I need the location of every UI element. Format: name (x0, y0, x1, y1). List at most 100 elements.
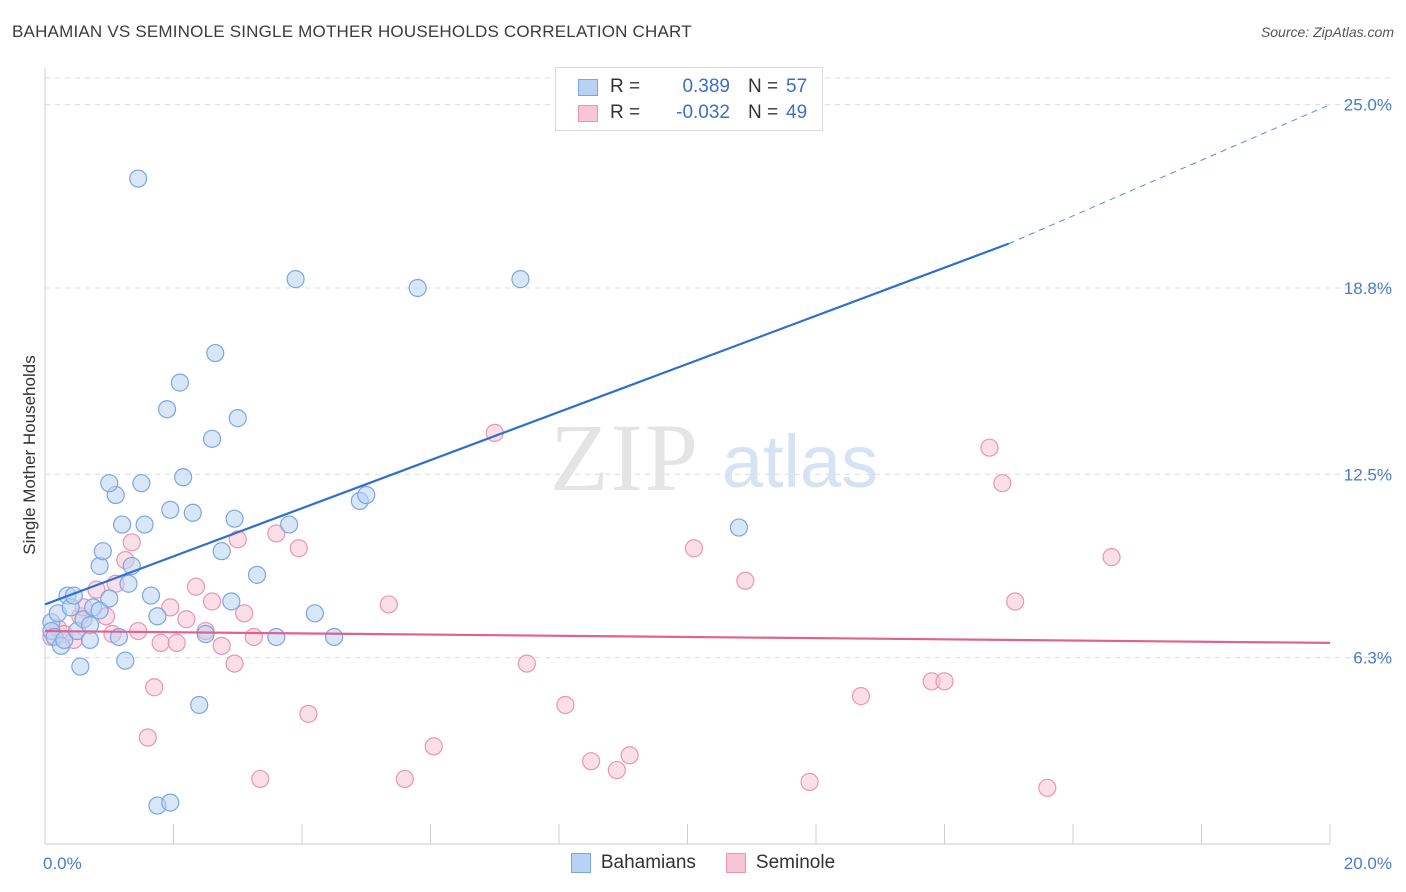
bahamians-point (280, 515, 299, 534)
n-label: N = (748, 76, 779, 97)
bahamians-point (729, 518, 749, 537)
bahamians-point (135, 515, 154, 534)
seminole-point (1038, 778, 1057, 797)
legend-row-seminole: R = -0.032 N = 49 (578, 101, 807, 125)
r-label: R = (610, 76, 641, 97)
seminole-point (424, 737, 443, 756)
bahamians-point (90, 601, 109, 620)
seminole-point (228, 530, 247, 549)
seminole-point (620, 746, 639, 765)
tick-labels: 6.3% 12.5% 18.8% 25.0% 0.0% 20.0% (43, 96, 1392, 873)
bahamians-point (90, 556, 109, 576)
r-value: 0.389 (682, 76, 730, 97)
bahamians-point (225, 509, 244, 528)
bahamians-point (71, 657, 90, 676)
seminole-point (395, 769, 414, 789)
seminole-point (607, 760, 626, 780)
bahamians-trend-line (44, 242, 1010, 606)
seminole-trend-line (44, 629, 1331, 644)
seminole-point (517, 654, 536, 673)
seminole-swatch (578, 104, 598, 122)
seminole-point (851, 687, 871, 706)
x-tick-label: 20.0% (1344, 854, 1392, 873)
n-value: 49 (786, 102, 808, 123)
bahamians-point (148, 607, 167, 626)
seminole-point (177, 610, 196, 629)
seminole-point (202, 592, 222, 611)
legend-item-bahamians[interactable]: Bahamians (570, 852, 696, 874)
bahamians-point (112, 515, 132, 534)
seminole-point (167, 633, 186, 652)
seminole-point (87, 580, 106, 599)
bahamians-point (157, 400, 177, 419)
bahamians-point (305, 604, 324, 623)
seminole-point (122, 533, 141, 552)
seminole-point (251, 769, 270, 789)
watermark-zip: ZIP (550, 404, 700, 511)
seminole-point (379, 595, 398, 614)
bahamians-point (212, 542, 231, 561)
bahamians-point (286, 270, 305, 289)
y-tick-label: 25.0% (1344, 96, 1392, 115)
seminole-point (212, 636, 231, 655)
grid-lines (45, 77, 1392, 659)
y-tick-label: 6.3% (1353, 649, 1392, 668)
bahamians-point (129, 169, 148, 188)
bahamians-point (100, 474, 119, 493)
bahamians-point (222, 592, 241, 611)
seminole-point (186, 577, 206, 596)
seminole-legend-swatch (725, 853, 746, 873)
bahamians-point (161, 793, 180, 812)
bahamians-point (190, 695, 209, 715)
seminole-point (225, 654, 244, 673)
bahamians-point (93, 542, 112, 561)
watermark: ZIP atlas (550, 404, 878, 511)
seminole-point (1102, 548, 1121, 567)
bahamians-point (183, 503, 202, 522)
bahamians-swatch (578, 78, 598, 96)
series-legend: Bahamians Seminole (0, 852, 1406, 874)
bahamians-point (174, 468, 193, 487)
bahamians-point (408, 278, 427, 298)
chart-title: BAHAMIAN VS SEMINOLE SINGLE MOTHER HOUSE… (12, 22, 692, 41)
bahamians-point (511, 270, 530, 289)
bahamians-point (267, 627, 286, 647)
bahamians-point (80, 630, 100, 650)
seminole-point (556, 695, 575, 715)
seminole-point (993, 474, 1012, 493)
legend-label-bahamians: Bahamians (600, 852, 696, 873)
x-tick-label: 0.0% (43, 854, 82, 873)
seminole-point (161, 598, 180, 617)
y-tick-label: 12.5% (1344, 465, 1392, 484)
seminole-point (145, 678, 164, 697)
seminole-point (684, 539, 704, 558)
r-value: -0.032 (676, 102, 730, 123)
watermark-atlas: atlas (722, 420, 878, 503)
r-label: R = (610, 102, 641, 123)
legend-item-seminole[interactable]: Seminole (725, 852, 835, 874)
seminole-point (582, 752, 601, 771)
seminole-point (935, 672, 954, 691)
source-label: Source: ZipAtlas.com (1260, 24, 1394, 40)
seminole-point (800, 772, 819, 791)
bahamians-point (170, 373, 190, 392)
seminole-point (151, 633, 170, 652)
n-value: 57 (786, 76, 808, 97)
seminole-point (138, 728, 157, 747)
y-axis-label: Single Mother Households (20, 355, 39, 554)
bahamians-trend-extension (1008, 104, 1331, 245)
bahamians-legend-swatch (570, 853, 591, 873)
bahamians-point (196, 624, 215, 644)
y-tick-label: 18.8% (1344, 279, 1392, 298)
bahamians-point (228, 409, 247, 428)
bahamians-point (357, 485, 376, 505)
correlation-legend: R = 0.389 N = 57 R = -0.032 N = 49 (555, 67, 823, 131)
bahamians-point (202, 429, 222, 448)
seminole-point (736, 571, 755, 590)
seminole-point (299, 704, 318, 723)
seminole-point (235, 604, 254, 623)
bahamians-point (247, 565, 267, 584)
bahamians-point (141, 586, 161, 605)
legend-row-bahamians: R = 0.389 N = 57 (578, 75, 807, 99)
